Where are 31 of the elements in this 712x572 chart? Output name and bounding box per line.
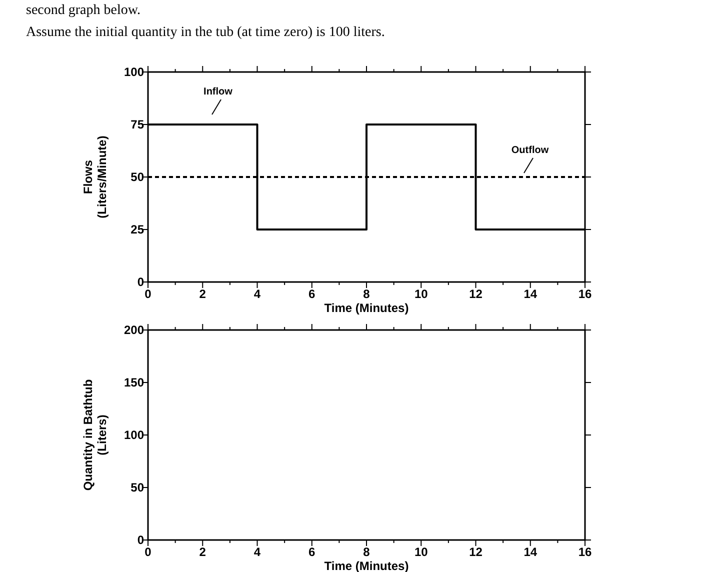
y-tick-label: 50: [130, 480, 144, 495]
x-tick-label: 4: [254, 287, 261, 301]
x-tick-label: 14: [524, 545, 538, 559]
x-tick-label: 12: [469, 287, 483, 301]
x-tick-label: 8: [363, 287, 370, 301]
x-tick-label: 16: [578, 287, 592, 301]
y-tick-label: 100: [124, 428, 144, 442]
x-tick-label: 10: [414, 287, 428, 301]
x-tick-label: 4: [254, 545, 261, 559]
x-tick-label: 12: [469, 545, 483, 559]
x-tick-label: 10: [414, 545, 428, 559]
x-tick-label: 6: [308, 287, 316, 301]
x-tick-label: 2: [199, 545, 206, 559]
text: Inflow: [204, 86, 233, 98]
y-tick-label: 100: [124, 65, 144, 80]
y-axis-title: Flows (Liters/Minute): [81, 136, 109, 218]
y-tick-label: 150: [124, 376, 144, 390]
y-tick-label: 25: [130, 222, 144, 237]
x-tick-label: 6: [308, 545, 316, 559]
x-tick-label: 14: [524, 287, 538, 301]
x-tick-label: 8: [363, 545, 370, 559]
text: Outflow: [511, 145, 549, 156]
text: second graph below.: [26, 3, 141, 18]
y-tick-label: 200: [124, 323, 144, 338]
y-tick-label: 50: [130, 170, 144, 184]
x-tick-label: 16: [578, 545, 592, 559]
text: Assume the initial quantity in the tub (at time zero) is 100 liters.: [26, 25, 385, 40]
x-tick-label: 2: [199, 287, 206, 301]
y-axis-title: Quantity in Bathtub (Liters): [81, 379, 109, 491]
x-axis-title: Time (Minutes): [324, 301, 409, 315]
y-tick-label: 75: [130, 118, 144, 132]
